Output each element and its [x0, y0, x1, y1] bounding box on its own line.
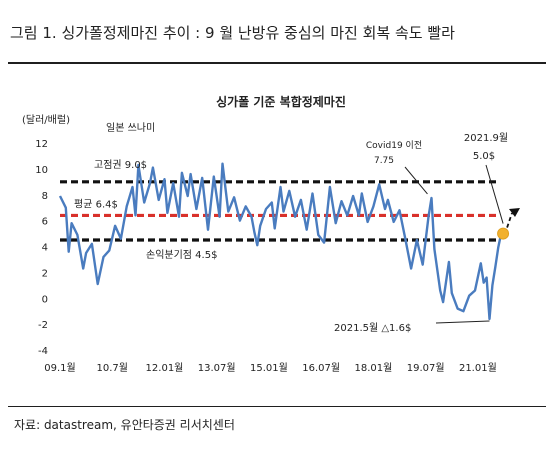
reference-label-average: 평균 6.4$	[74, 198, 118, 210]
y-tick-label: 6	[42, 217, 48, 228]
y-tick-label: 4	[42, 243, 48, 254]
chart-title: 싱가폴 기준 복합정제마진	[216, 94, 346, 109]
y-tick-label: 12	[35, 139, 48, 150]
chart: 싱가폴 기준 복합정제마진 (달러/배럴) -4 -2 0 2 4 6 8 10 12 09.1…	[22, 94, 520, 374]
trend-arrow-icon	[509, 208, 520, 217]
x-tick-label: 09.1월	[44, 362, 75, 374]
annotations: 고점권 9.0$ 평균 6.4$ 손익분기점 4.5$ 일본 쓰나미 Covid19 이…	[74, 122, 520, 334]
trend-arrow-line	[506, 212, 513, 228]
annotation-covid-label: Covid19 이전	[366, 140, 422, 151]
y-tick-label: 0	[42, 294, 48, 305]
annotation-low-leader	[435, 320, 490, 324]
y-axis-label: (달러/배럴)	[22, 113, 70, 126]
y-axis: -4 -2 0 2 4 6 8 10 12	[35, 139, 48, 357]
x-tick-label: 15.01월	[250, 362, 288, 374]
annotation-low: 2021.5월 △1.6$	[334, 322, 411, 334]
annotation-latest-leader	[485, 164, 504, 224]
x-tick-label: 12.01월	[146, 362, 184, 374]
x-tick-label: 18.01월	[354, 362, 392, 374]
x-tick-label: 19.07월	[407, 362, 445, 374]
reference-label-upper: 고점권 9.0$	[94, 159, 147, 171]
annotation-latest-date: 2021.9월	[464, 132, 508, 144]
reference-label-breakeven: 손익분기점 4.5$	[146, 249, 217, 261]
annotation-covid-value: 7.75	[374, 156, 394, 166]
x-tick-label: 13.07월	[198, 362, 236, 374]
y-tick-label: -4	[38, 346, 48, 357]
annotation-covid-leader	[404, 166, 428, 195]
y-tick-label: 2	[42, 268, 48, 279]
annotation-japan-tsunami: 일본 쓰나미	[106, 122, 155, 134]
figure-title: 그림 1. 싱가폴정제마진 추이 : 9 월 난방유 중심의 마진 회복 속도 …	[10, 24, 455, 42]
series-line-refining-margin	[58, 162, 503, 321]
annotation-latest-value: 5.0$	[473, 151, 495, 162]
reference-lines	[60, 180, 496, 242]
y-tick-label: 8	[42, 191, 48, 202]
source-note: 자료: datastream, 유안타증권 리서치센터	[14, 418, 235, 432]
x-axis: 09.1월 10.7월 12.01월 13.07월 15.01월 16.07월 18.01월…	[44, 362, 497, 374]
y-tick-label: 10	[35, 165, 48, 176]
y-tick-label: -2	[38, 320, 48, 331]
title-rule	[8, 62, 546, 64]
x-tick-label: 21.01월	[459, 362, 497, 374]
latest-point-marker	[497, 227, 510, 240]
source-rule	[8, 406, 546, 407]
x-tick-label: 10.7월	[97, 362, 128, 374]
x-tick-label: 16.07월	[302, 362, 340, 374]
